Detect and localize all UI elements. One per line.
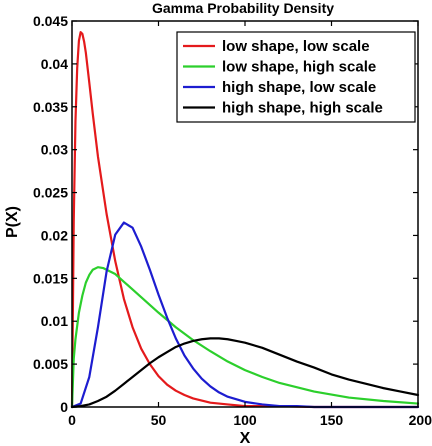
y-tick-label: 0.02 <box>41 227 68 243</box>
y-tick-label: 0.03 <box>41 142 68 158</box>
legend-label: low shape, high scale <box>222 59 376 76</box>
series-line-1 <box>70 31 420 409</box>
x-tick-label: 150 <box>320 412 344 428</box>
legend-box <box>176 31 416 123</box>
series-line-2 <box>70 266 420 409</box>
y-tick-label: 0.04 <box>41 56 68 72</box>
plot-area: 0 50 100 150 200 0 0.005 0.01 0.015 0.02 0.025 0.0… <box>33 13 432 428</box>
x-tick-label: 0 <box>68 412 76 428</box>
x-tick-label: 50 <box>151 412 167 428</box>
y-tick-label: 0.035 <box>33 99 68 115</box>
x-axis: 0 50 100 150 200 <box>68 21 432 428</box>
y-axis-label: P(X) <box>4 206 21 238</box>
x-tick-label: 200 <box>409 412 432 428</box>
y-tick-label: 0.025 <box>33 185 68 201</box>
legend-label: low shape, low scale <box>222 38 370 55</box>
y-axis: 0 0.005 0.01 0.015 0.02 0.025 0.03 0.035 0.04 0.0… <box>33 13 418 415</box>
legend-label: high shape, high scale <box>222 100 383 117</box>
x-axis-label: X <box>240 430 251 446</box>
y-tick-label: 0 <box>60 399 68 415</box>
y-tick-label: 0.045 <box>33 13 68 29</box>
y-tick-label: 0.01 <box>41 313 68 329</box>
series-line-4 <box>70 337 420 409</box>
series-layer <box>70 31 420 409</box>
x-tick-label: 100 <box>233 412 257 428</box>
legend: low shape, low scale low shape, high scal… <box>176 31 416 123</box>
y-tick-label: 0.015 <box>33 270 68 286</box>
series-line-3 <box>70 221 420 409</box>
y-tick-label: 0.005 <box>33 356 68 372</box>
legend-label: high shape, low scale <box>222 79 376 96</box>
chart-title: Gamma Probability Density <box>152 0 334 16</box>
